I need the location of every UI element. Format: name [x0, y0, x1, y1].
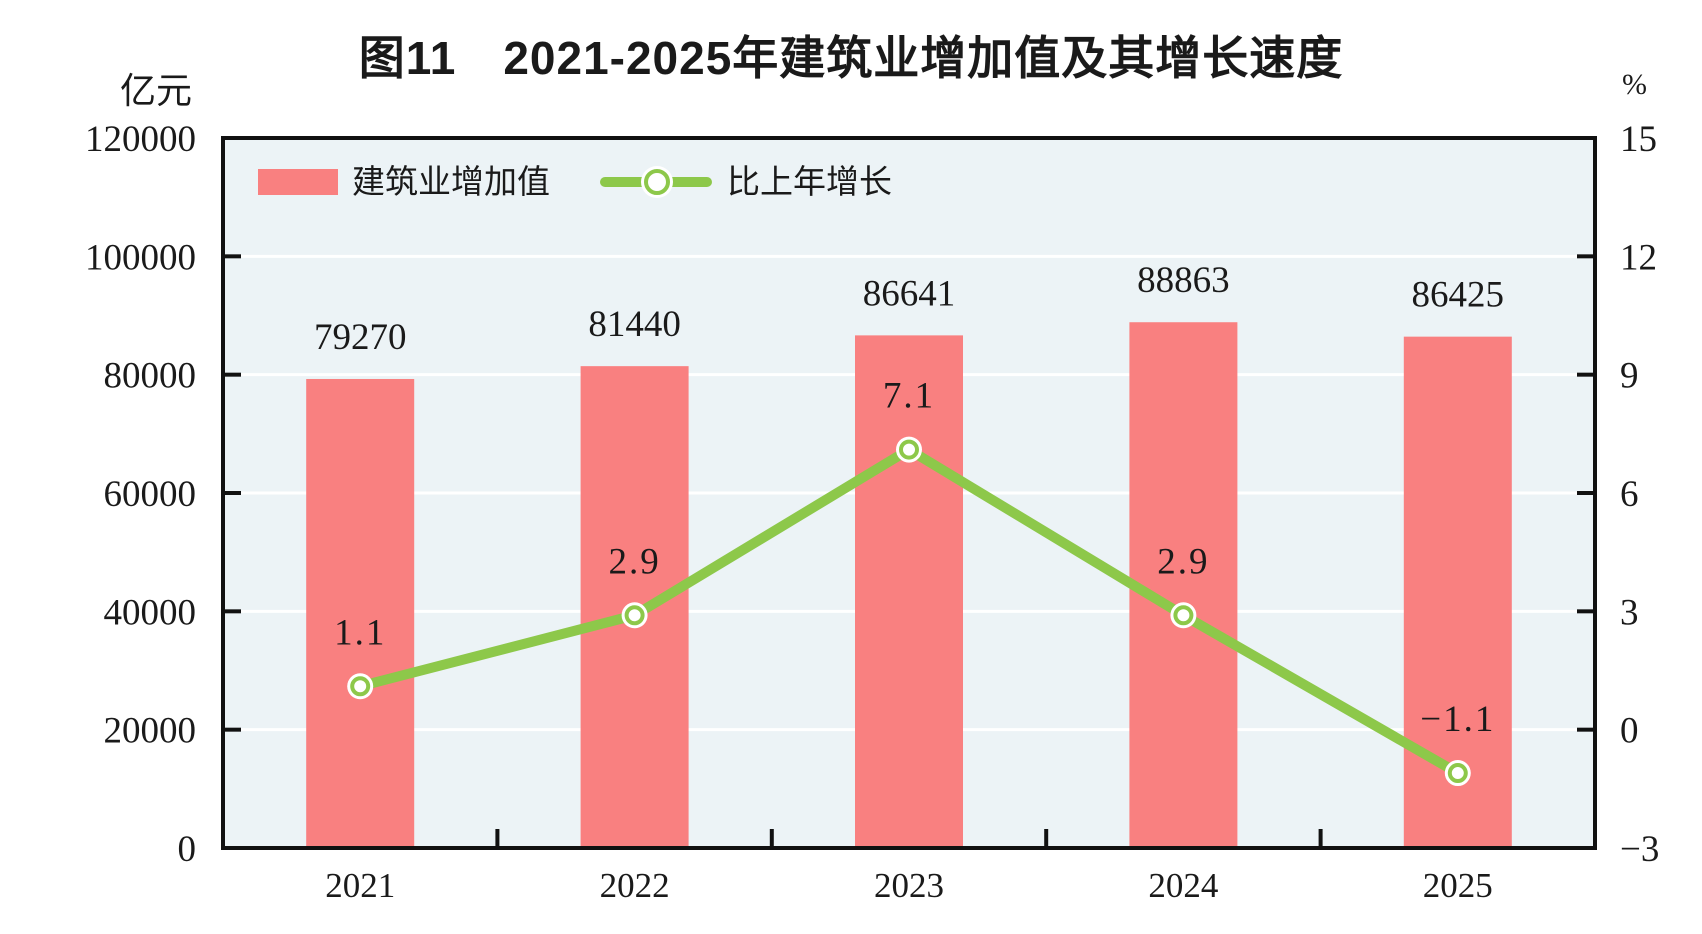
- right-axis-tick-label: 3: [1620, 592, 1639, 633]
- left-axis-tick-label: 80000: [104, 356, 197, 397]
- legend-bar-label: 建筑业增加值: [352, 163, 550, 200]
- right-axis-tick-label: 9: [1620, 356, 1639, 397]
- x-axis-label: 2025: [1423, 866, 1493, 905]
- right-axis-tick-label: 0: [1620, 711, 1639, 752]
- line-marker: [899, 439, 919, 460]
- right-axis-unit-label: %: [1622, 68, 1647, 101]
- line-marker: [350, 676, 371, 697]
- line-value-label: 1.1: [334, 612, 386, 653]
- right-axis-tick-label: 15: [1620, 119, 1657, 160]
- line-value-label: −1.1: [1420, 699, 1495, 740]
- left-axis-tick-label: 40000: [104, 592, 197, 633]
- left-axis-tick-label: 0: [178, 829, 197, 870]
- left-axis-tick-label: 20000: [104, 711, 197, 752]
- line-marker: [1447, 763, 1468, 784]
- bar-2024: [1129, 322, 1238, 846]
- legend-bar-swatch: [258, 169, 338, 195]
- bar-value-label: 88863: [1137, 260, 1230, 301]
- x-axis-label: 2023: [874, 866, 944, 905]
- left-axis-tick-label: 100000: [85, 237, 196, 278]
- x-axis-label: 2024: [1148, 866, 1218, 905]
- line-marker: [1173, 605, 1194, 626]
- bar-2021: [306, 378, 415, 846]
- left-axis-tick-label: 120000: [85, 119, 196, 160]
- line-value-label: 2.9: [608, 541, 660, 582]
- line-value-label: 7.1: [883, 376, 935, 417]
- chart-title: 图11 2021-2025年建筑业增加值及其增长速度: [358, 32, 1344, 84]
- line-marker: [624, 605, 645, 626]
- bar-value-label: 79270: [314, 317, 407, 358]
- line-value-label: 2.9: [1157, 541, 1209, 582]
- left-axis-tick-label: 60000: [104, 474, 197, 515]
- legend-line-label: 比上年增长: [727, 163, 892, 200]
- right-axis-tick-label: −3: [1620, 829, 1659, 870]
- right-axis-tick-label: 12: [1620, 237, 1657, 278]
- left-axis-unit-label: 亿元: [119, 70, 192, 111]
- x-axis-label: 2022: [600, 866, 670, 905]
- bar-value-label: 81440: [588, 304, 681, 345]
- plot-border: [221, 136, 1597, 850]
- right-axis-tick-label: 6: [1620, 474, 1639, 515]
- legend-line-marker-icon: [644, 169, 670, 195]
- x-axis-label: 2021: [325, 866, 395, 905]
- bar-2023: [855, 335, 963, 846]
- bar-value-label: 86641: [863, 273, 956, 314]
- bar-value-label: 86425: [1412, 275, 1505, 316]
